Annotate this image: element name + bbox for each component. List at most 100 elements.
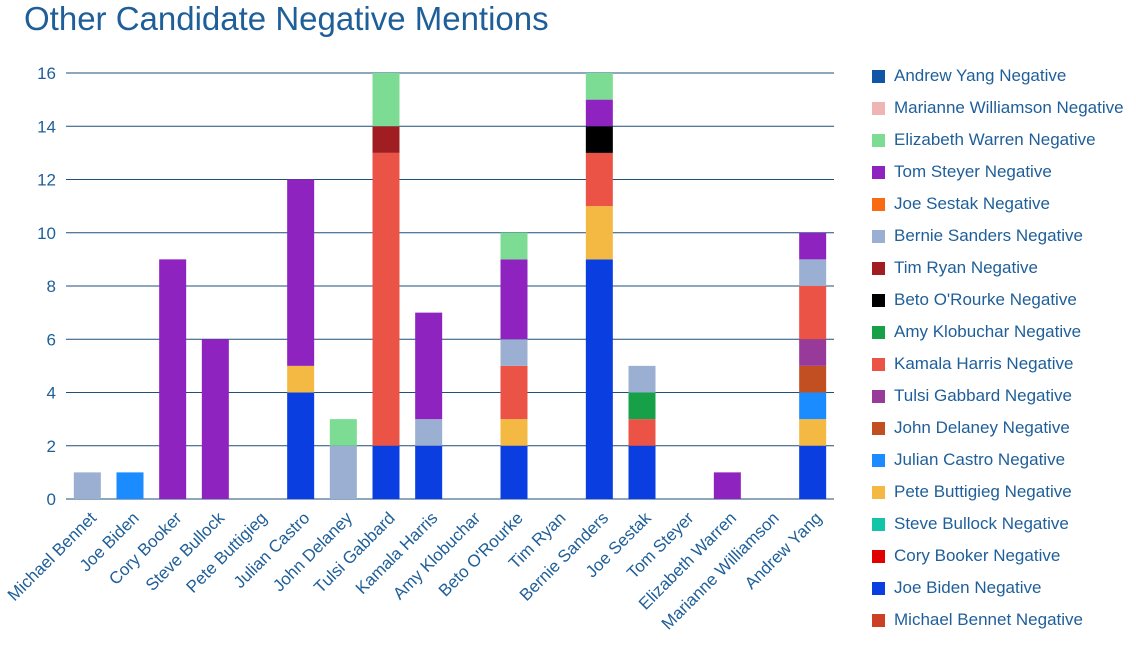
bar-segment xyxy=(628,419,656,446)
legend-item: Joe Biden Negative xyxy=(872,572,1136,604)
legend-item: Pete Buttigieg Negative xyxy=(872,476,1136,508)
legend-label: Joe Sestak Negative xyxy=(894,194,1050,213)
legend-label: Tulsi Gabbard Negative xyxy=(894,386,1072,405)
y-tick-label: 16 xyxy=(37,64,56,83)
bar-segment xyxy=(372,152,400,446)
legend-label: Michael Bennet Negative xyxy=(894,610,1084,629)
bars xyxy=(73,73,827,499)
bar-segment xyxy=(585,152,613,207)
legend-item: Tim Ryan Negative xyxy=(872,252,1136,284)
legend-swatch xyxy=(872,261,885,275)
bar-segment xyxy=(585,99,613,127)
legend-swatch xyxy=(872,165,885,179)
bar-segment xyxy=(116,472,144,499)
bar-segment xyxy=(372,126,400,153)
legend-label: Elizabeth Warren Negative xyxy=(894,130,1096,149)
chart-title: Other Candidate Negative Mentions xyxy=(24,0,549,37)
grid-lines xyxy=(66,72,834,500)
legend-swatch xyxy=(872,581,885,595)
y-axis-ticks: 0 2 4 6 8 10 12 14 16 xyxy=(37,64,56,509)
legend-swatch xyxy=(872,325,885,339)
bar-segment xyxy=(500,259,528,340)
bar-segment xyxy=(713,472,741,499)
y-tick-label: 4 xyxy=(47,384,56,403)
bar-segment xyxy=(585,126,613,153)
bar-segment xyxy=(287,179,315,366)
bar-segment xyxy=(73,472,101,499)
legend-item: Andrew Yang Negative xyxy=(872,60,1136,92)
legend-label: Steve Bullock Negative xyxy=(894,514,1069,533)
legend-swatch xyxy=(872,389,885,403)
bar-segment xyxy=(799,339,827,366)
y-tick-label: 14 xyxy=(37,117,56,136)
legend-label: Julian Castro Negative xyxy=(894,450,1066,469)
y-tick-label: 8 xyxy=(47,277,56,296)
y-tick-label: 12 xyxy=(37,171,56,190)
bar-segment xyxy=(500,419,528,446)
legend-item: Steve Bullock Negative xyxy=(872,508,1136,540)
bar-segment xyxy=(799,419,827,446)
legend-item: Cory Booker Negative xyxy=(872,540,1136,572)
bar-segment xyxy=(585,73,613,100)
legend-swatch xyxy=(872,453,885,467)
legend-swatch xyxy=(872,485,885,499)
bar-segment xyxy=(201,339,229,499)
legend: Andrew Yang Negative Marianne Williamson … xyxy=(872,60,1136,636)
bar-segment xyxy=(500,339,528,366)
bar-segment xyxy=(799,445,827,499)
bar-segment xyxy=(585,206,613,260)
bar-segment xyxy=(799,392,827,420)
legend-item: Joe Sestak Negative xyxy=(872,188,1136,220)
y-tick-label: 10 xyxy=(37,224,56,243)
bar-segment xyxy=(159,259,187,499)
bar-segment xyxy=(372,73,400,127)
legend-item: Tom Steyer Negative xyxy=(872,156,1136,188)
legend-label: John Delaney Negative xyxy=(894,418,1070,437)
legend-swatch xyxy=(872,101,885,115)
legend-item: Marianne Williamson Negative xyxy=(872,92,1136,124)
legend-label: Pete Buttigieg Negative xyxy=(894,482,1072,501)
bar-segment xyxy=(329,419,357,446)
bar-segment xyxy=(415,419,443,446)
bar-segment xyxy=(287,392,315,499)
legend-item: Michael Bennet Negative xyxy=(872,604,1136,636)
legend-swatch xyxy=(872,357,885,371)
bar-segment xyxy=(329,445,357,499)
legend-swatch xyxy=(872,517,885,531)
legend-swatch xyxy=(872,229,885,243)
y-tick-label: 0 xyxy=(47,490,56,509)
bar-segment xyxy=(287,365,315,393)
legend-item: Tulsi Gabbard Negative xyxy=(872,380,1136,412)
bar-segment xyxy=(500,232,528,260)
legend-swatch xyxy=(872,613,885,627)
legend-swatch xyxy=(872,197,885,211)
bar-segment xyxy=(585,259,613,499)
legend-label: Joe Biden Negative xyxy=(894,578,1042,597)
y-tick-label: 6 xyxy=(47,330,56,349)
legend-label: Amy Klobuchar Negative xyxy=(894,322,1082,341)
bar-segment xyxy=(799,286,827,340)
legend-label: Cory Booker Negative xyxy=(894,546,1061,565)
bar-segment xyxy=(799,259,827,286)
legend-item: John Delaney Negative xyxy=(872,412,1136,444)
bar-segment xyxy=(799,365,827,393)
legend-item: Elizabeth Warren Negative xyxy=(872,124,1136,156)
bar-segment xyxy=(628,365,656,393)
bar-segment xyxy=(799,232,827,260)
bar-segment xyxy=(628,392,656,420)
legend-swatch xyxy=(872,421,885,435)
legend-item: Bernie Sanders Negative xyxy=(872,220,1136,252)
legend-item: Kamala Harris Negative xyxy=(872,348,1136,380)
legend-swatch xyxy=(872,293,885,307)
legend-label: Beto O'Rourke Negative xyxy=(894,290,1077,309)
bar-segment xyxy=(415,312,443,420)
legend-label: Bernie Sanders Negative xyxy=(894,226,1084,245)
bar-segment xyxy=(500,445,528,499)
legend-label: Tim Ryan Negative xyxy=(894,258,1038,277)
y-tick-label: 2 xyxy=(47,437,56,456)
legend-label: Tom Steyer Negative xyxy=(894,162,1052,181)
legend-swatch xyxy=(872,549,885,563)
bar-segment xyxy=(372,445,400,499)
